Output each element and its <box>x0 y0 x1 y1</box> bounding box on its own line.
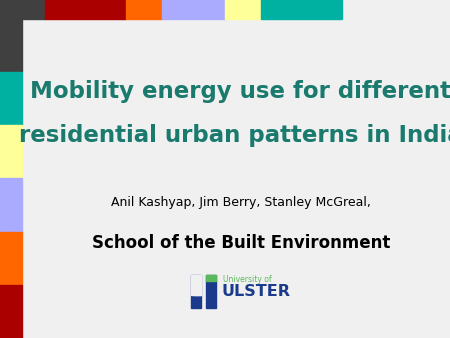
Text: Mobility energy use for different: Mobility energy use for different <box>30 80 450 103</box>
Bar <box>0 178 22 232</box>
Bar <box>261 0 342 19</box>
Text: Anil Kashyap, Jim Berry, Stanley McGreal,: Anil Kashyap, Jim Berry, Stanley McGreal… <box>111 196 371 209</box>
Bar <box>126 0 162 19</box>
Bar <box>206 275 216 308</box>
Text: residential urban patterns in India: residential urban patterns in India <box>19 124 450 147</box>
Bar <box>194 275 201 295</box>
Bar <box>0 125 22 178</box>
Bar <box>0 19 22 72</box>
Bar <box>0 0 45 19</box>
Bar <box>225 0 261 19</box>
Bar <box>0 232 22 285</box>
Bar <box>0 285 22 338</box>
Bar <box>191 275 201 295</box>
Bar <box>45 0 126 19</box>
Text: School of the Built Environment: School of the Built Environment <box>91 234 390 252</box>
Bar <box>206 275 216 281</box>
Text: University of: University of <box>223 275 271 284</box>
Bar <box>191 275 201 308</box>
Bar <box>0 72 22 125</box>
Text: ULSTER: ULSTER <box>222 284 291 299</box>
Bar <box>162 0 225 19</box>
